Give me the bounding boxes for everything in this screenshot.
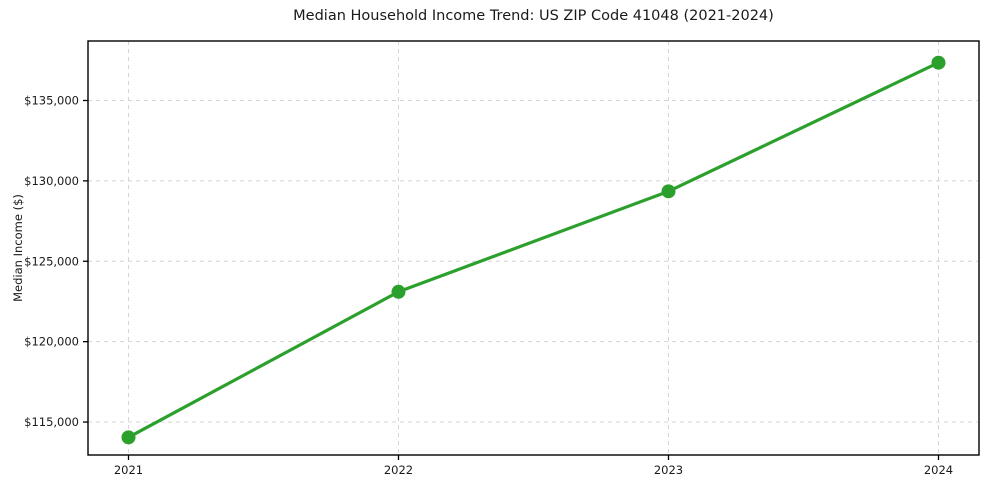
plot-border [87,40,980,456]
data-point-marker [931,55,946,70]
data-point-marker [661,184,676,199]
y-tick-label: $130,000 [24,174,79,188]
x-tick-label: 2023 [654,463,683,477]
y-tick-label: $125,000 [24,254,79,268]
y-tick-label: $115,000 [24,415,79,429]
x-tick-label: 2024 [924,463,953,477]
y-tick-label: $120,000 [24,335,79,349]
chart-title: Median Household Income Trend: US ZIP Co… [293,8,774,24]
x-tick-label: 2022 [384,463,413,477]
data-point-marker [391,284,406,299]
y-tick-label: $135,000 [24,93,79,107]
data-point-marker [121,430,136,445]
trend-line [126,61,941,439]
x-tick-label: 2021 [114,463,143,477]
